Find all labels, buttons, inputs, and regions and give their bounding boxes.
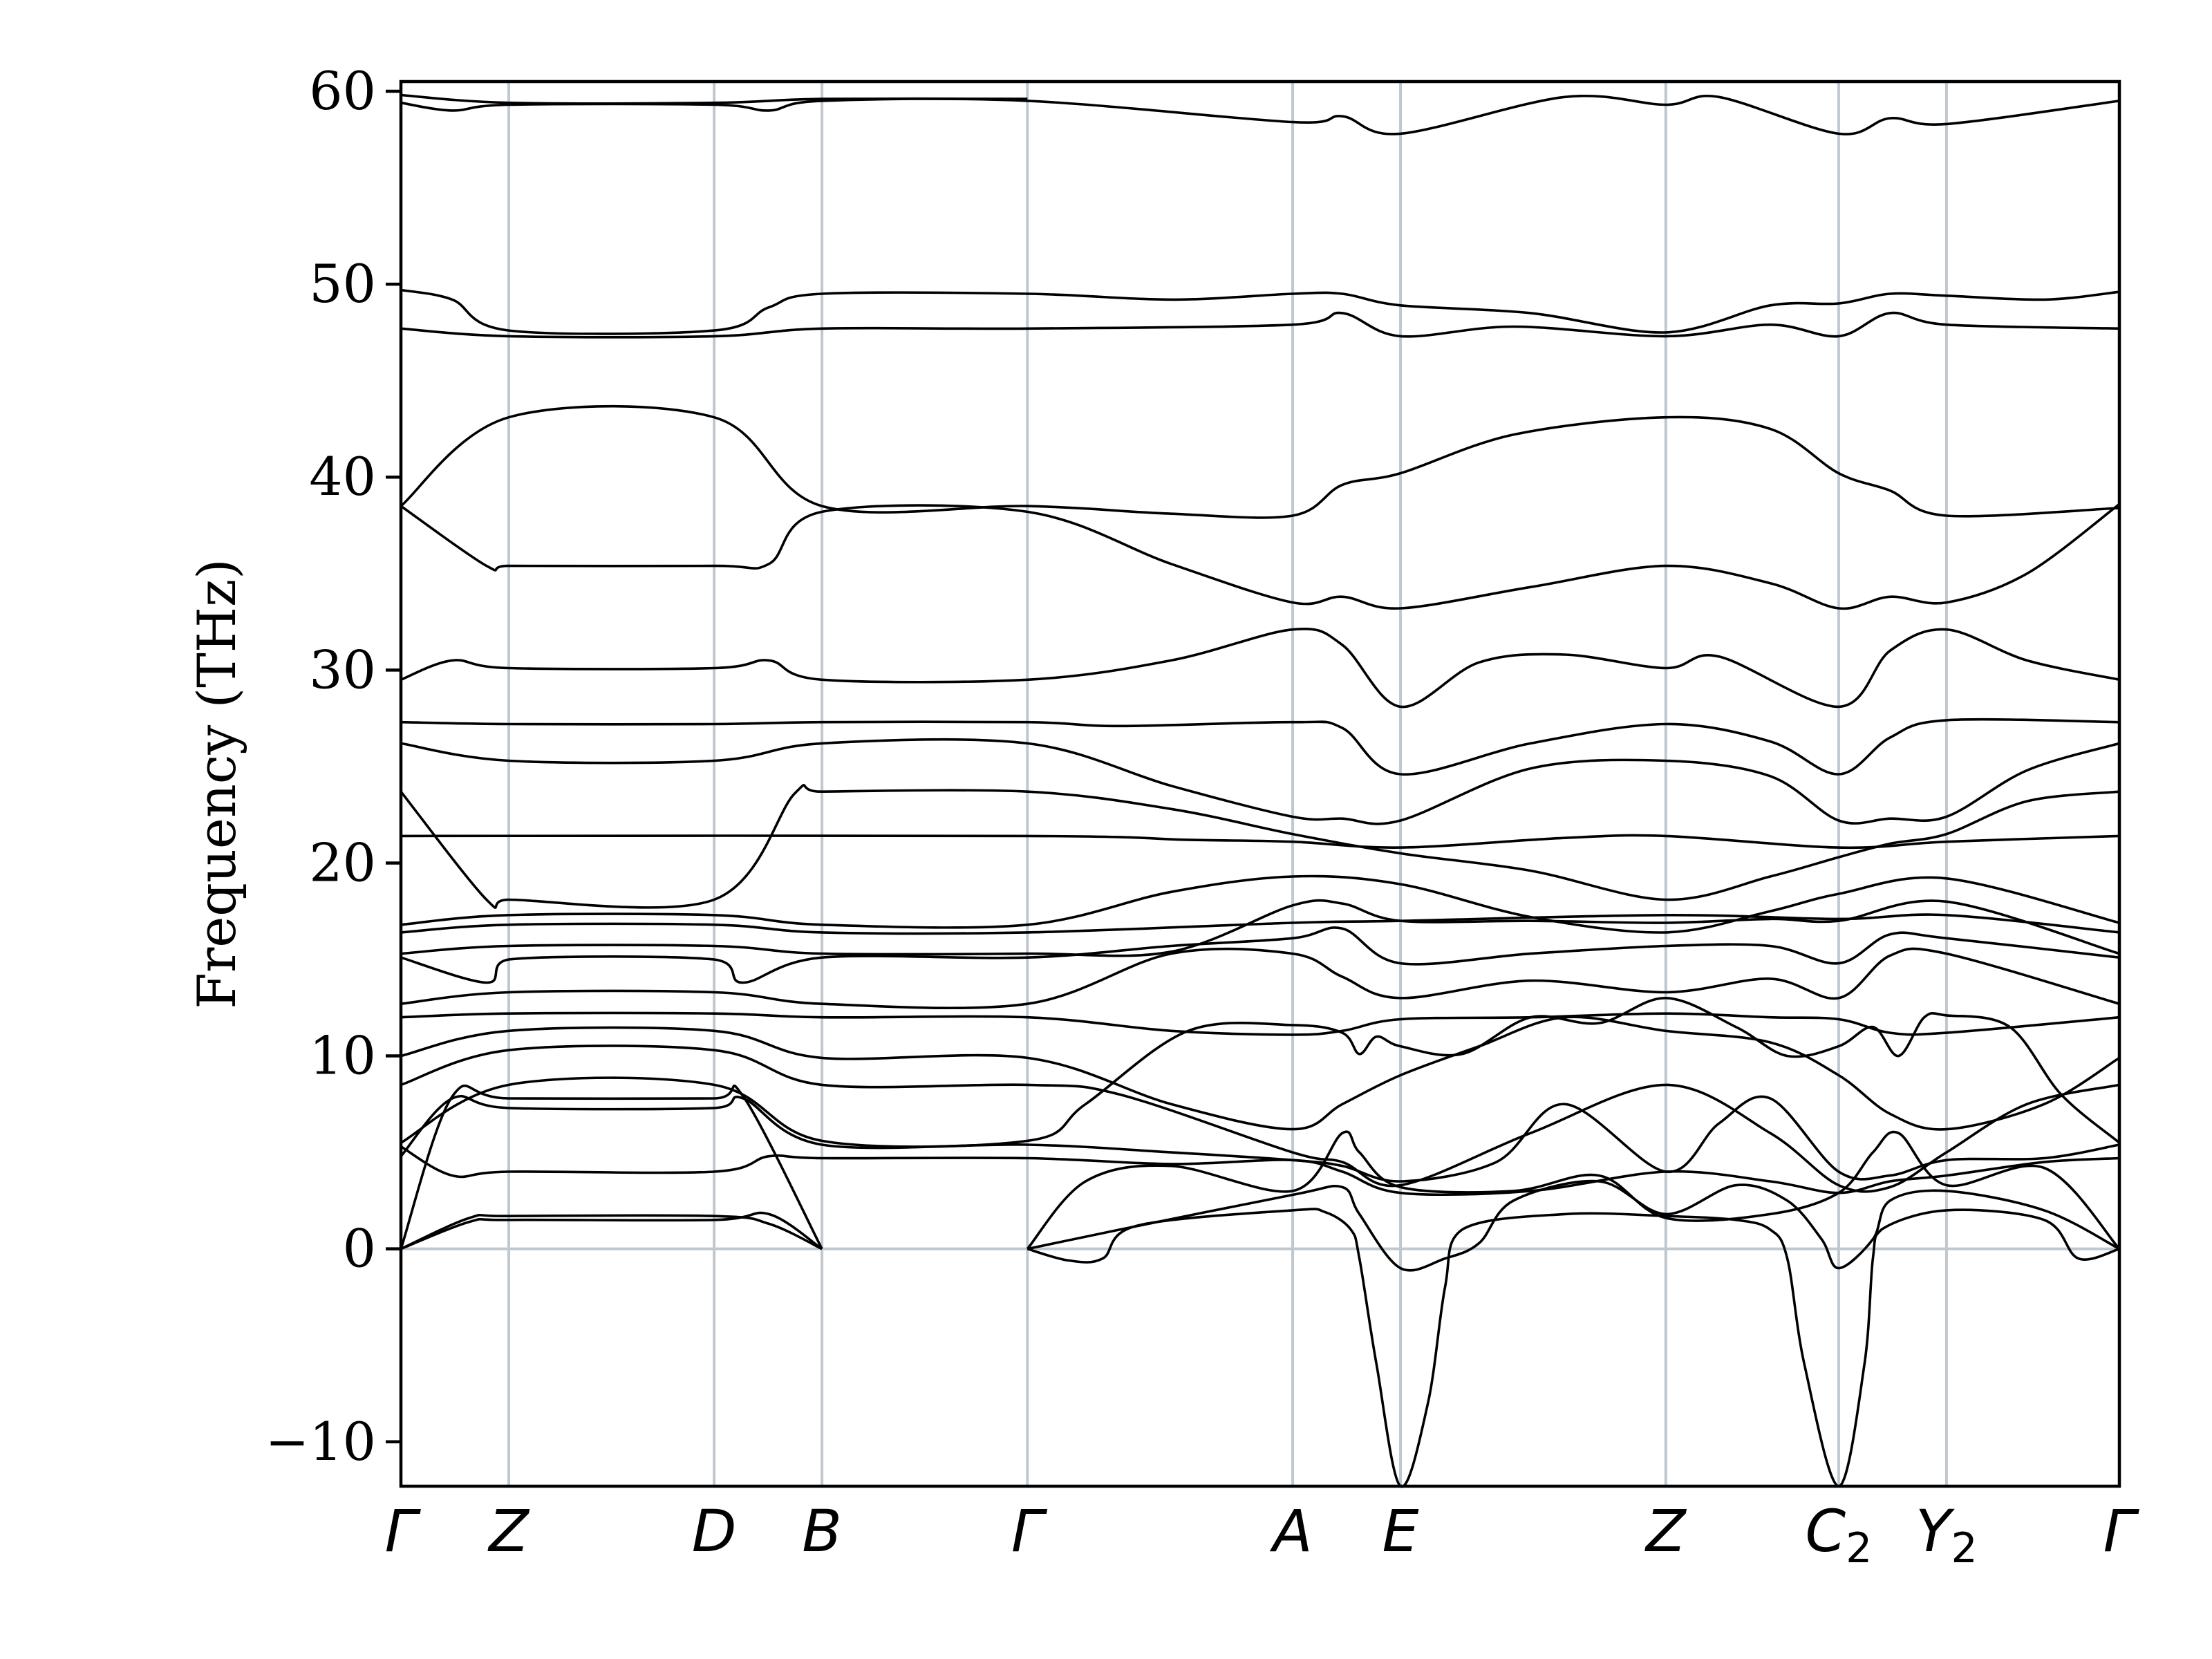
band-line-22 (400, 1084, 823, 1250)
band-line-26 (1027, 1208, 2120, 1488)
y-tick-label: 50 (309, 253, 376, 315)
band-line-2 (400, 93, 1028, 105)
plot-frame (399, 79, 2121, 1488)
y-tick-label: 40 (309, 446, 376, 507)
kpoint-label-3: B (802, 1497, 842, 1565)
kpoint-label-7: Z (1644, 1497, 1687, 1565)
band-line-27 (1027, 1179, 2120, 1272)
kpath-lines (507, 82, 1948, 1486)
band-line-24 (400, 1213, 823, 1250)
y-axis-ticks: −10 0 10 20 30 40 50 60 (265, 60, 401, 1472)
kpoint-label-0: Γ (385, 1497, 422, 1565)
band-line-4 (400, 311, 2120, 339)
band-line-23 (400, 1145, 2120, 1197)
band-line-7 (400, 628, 2120, 709)
band-line-18 (400, 1015, 2120, 1131)
kpoint-label-5: A (1269, 1497, 1312, 1565)
kpoint-label-10: Γ (2103, 1497, 2140, 1565)
kpoint-subscript: 2 (1846, 1524, 1872, 1573)
band-line-5 (400, 404, 2120, 519)
y-tick-label: 10 (309, 1025, 376, 1087)
kpoint-label-6: E (1382, 1497, 1419, 1565)
band-line-12 (400, 874, 2120, 934)
y-axis-label: Frequency (THz) (186, 559, 247, 1009)
kpoint-subscript: 2 (1951, 1524, 1977, 1573)
band-line-20 (400, 996, 2121, 1148)
kpoint-label-1: Z (487, 1497, 530, 1565)
band-line-8 (400, 718, 2120, 776)
phonon-bands (400, 93, 2121, 1488)
band-line-11 (400, 834, 2120, 850)
band-line-21 (400, 1094, 2120, 1183)
y-tick-label: 60 (309, 60, 376, 122)
band-line-9 (400, 738, 2120, 825)
band-line-16 (400, 947, 2120, 1010)
kpoint-label-2: D (692, 1497, 737, 1565)
band-line-17 (400, 1011, 2120, 1036)
kpoint-label-4: Γ (1011, 1497, 1048, 1565)
band-line-1 (400, 94, 2120, 135)
y-tick-label: 30 (309, 639, 376, 700)
band-line-14 (400, 899, 2120, 957)
band-line-25 (400, 1211, 823, 1250)
band-line-6 (400, 503, 2121, 610)
band-line-15 (400, 926, 2120, 984)
y-tick-label: −10 (265, 1411, 376, 1472)
band-line-19 (400, 1044, 2120, 1193)
band-line-28 (1026, 1130, 2121, 1250)
y-tick-label: 0 (343, 1218, 376, 1280)
band-line-3 (400, 288, 2120, 335)
y-tick-label: 20 (309, 832, 376, 893)
